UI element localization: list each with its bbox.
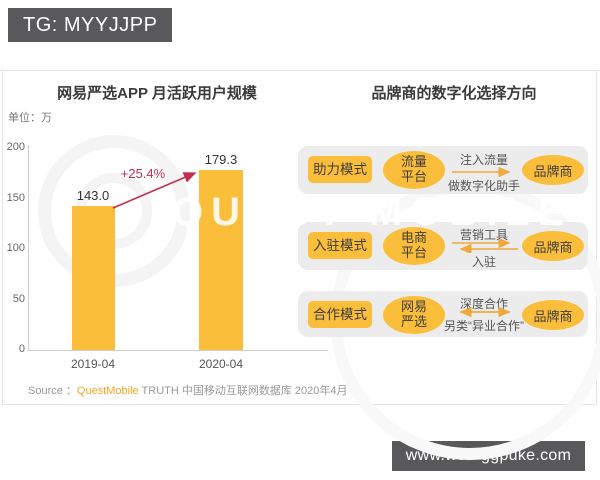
arrow-top-label: 深度合作 bbox=[459, 297, 508, 311]
x-category-2019-04: 2019-04 bbox=[70, 357, 116, 371]
brand-ellipse: 品牌商 bbox=[522, 231, 584, 261]
growth-arrow-icon bbox=[112, 172, 197, 209]
diagram-row-assist-mode: 助力模式 流量 平台 注入流量 做数字化助手 品牌商 bbox=[298, 146, 588, 194]
mode-chip: 合作模式 bbox=[308, 301, 372, 328]
chart-unit-label: 单位：万 bbox=[8, 112, 52, 124]
y-tick-50: 50 bbox=[12, 293, 25, 305]
bar-value-2020-04: 179.3 bbox=[204, 152, 238, 167]
brand-ellipse: 品牌商 bbox=[522, 300, 584, 330]
bar-value-2019-04: 143.0 bbox=[76, 188, 110, 203]
x-axis-line bbox=[28, 350, 328, 351]
y-tick-200: 200 bbox=[6, 141, 25, 153]
diagram-row-cooperation-mode: 合作模式 网易 严选 深度合作 另类“异业合作” 品牌商 bbox=[298, 291, 588, 337]
y-tick-150: 150 bbox=[6, 192, 25, 204]
diagram-title: 品牌商的数字化选择方向 bbox=[371, 85, 537, 102]
x-category-2020-04: 2020-04 bbox=[198, 357, 244, 371]
growth-percentage-label: +25.4% bbox=[120, 166, 166, 181]
two-way-arrows-icon bbox=[452, 239, 518, 253]
platform-ellipse: 网易 严选 bbox=[383, 296, 445, 334]
y-tick-100: 100 bbox=[6, 242, 25, 254]
arrow-bottom-label: 入驻 bbox=[471, 255, 496, 269]
chart-title: 网易严选APP 月活跃用户规模 bbox=[57, 85, 257, 102]
platform-ellipse: 流量 平台 bbox=[383, 151, 445, 189]
source-rest: TRUTH 中国移动互联网数据库 2020年4月 bbox=[138, 385, 348, 397]
arrow-top-label: 营销工具 bbox=[459, 228, 508, 242]
brand-ellipse: 品牌商 bbox=[522, 155, 584, 185]
source-brand: QuestMobile bbox=[76, 385, 139, 397]
y-axis-line bbox=[28, 145, 29, 351]
double-headed-arrow-icon bbox=[459, 307, 511, 317]
right-arrow-icon bbox=[452, 167, 511, 177]
arrow-bottom-label: 做数字化助手 bbox=[447, 179, 520, 193]
mode-chip: 助力模式 bbox=[308, 156, 372, 183]
arrow-top-label: 注入流量 bbox=[459, 153, 508, 167]
source-prefix: Source ： bbox=[28, 385, 77, 397]
platform-ellipse: 电商 平台 bbox=[383, 227, 445, 265]
y-tick-0: 0 bbox=[18, 343, 25, 355]
arrow-bottom-label: 另类“异业合作” bbox=[444, 319, 524, 333]
mode-chip: 入驻模式 bbox=[308, 232, 372, 259]
tg-badge: TG: MYYJJPP bbox=[8, 8, 173, 42]
bar-2019-04 bbox=[72, 206, 115, 350]
bar-2020-04 bbox=[199, 170, 243, 350]
source-line: Source ：QuestMobile TRUTH 中国移动互联网数据库 202… bbox=[28, 382, 348, 398]
diagram-row-entry-mode: 入驻模式 电商 平台 营销工具 入驻 品牌商 bbox=[298, 222, 588, 270]
